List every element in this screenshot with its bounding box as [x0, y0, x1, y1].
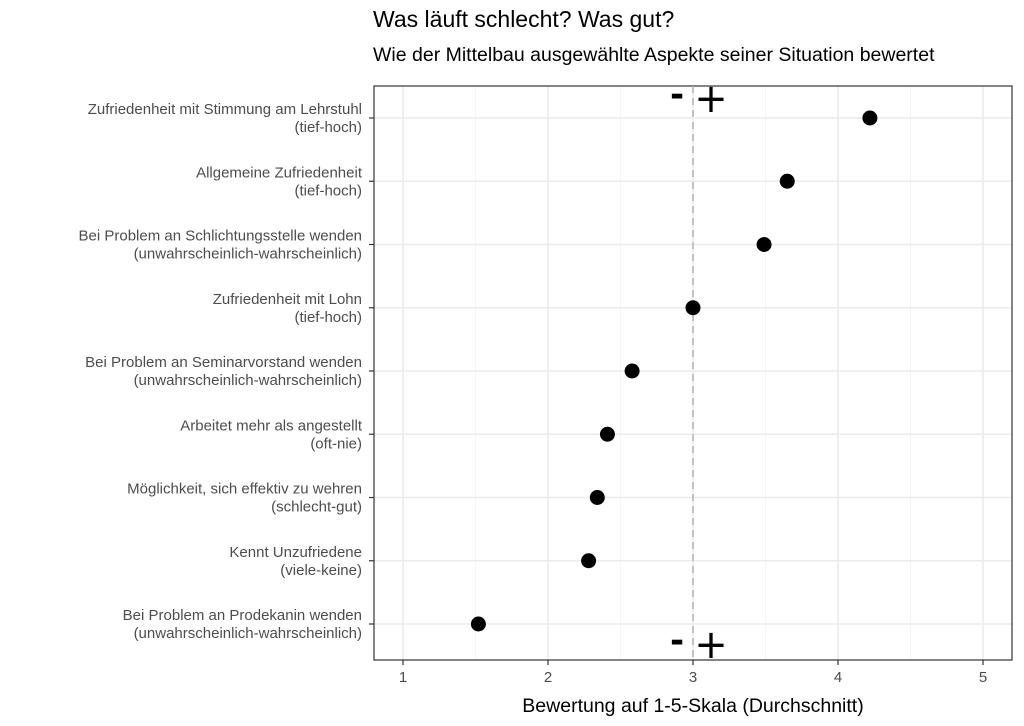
plus-marker: +	[694, 76, 728, 122]
category-scale-label: (tief-hoch)	[294, 119, 362, 136]
category-scale-label: (tief-hoch)	[294, 309, 362, 326]
category-label: Zufriedenheit mit Lohn	[213, 291, 362, 308]
x-tick-label: 2	[544, 669, 552, 686]
category-label: Arbeitet mehr als angestellt	[180, 417, 363, 434]
data-point	[685, 300, 701, 316]
minus-marker: -	[670, 621, 684, 661]
category-label: Allgemeine Zufriedenheit	[196, 164, 363, 181]
chart-subtitle: Wie der Mittelbau ausgewählte Aspekte se…	[373, 44, 935, 66]
category-label: Bei Problem an Schlichtungsstelle wenden	[79, 228, 363, 245]
category-label: Zufriedenheit mit Stimmung am Lehrstuhl	[88, 101, 362, 118]
plus-marker: +	[694, 622, 728, 668]
category-scale-label: (schlecht-gut)	[271, 499, 362, 516]
data-point	[589, 490, 605, 505]
category-labels: Zufriedenheit mit Stimmung am Lehrstuhl(…	[79, 101, 374, 642]
category-label: Kennt Unzufriedene	[229, 544, 362, 561]
category-label: Möglichkeit, sich effektiv zu wehren	[127, 481, 362, 498]
category-scale-label: (viele-keine)	[280, 562, 362, 579]
direction-markers: - +- +	[670, 75, 728, 668]
data-point	[756, 237, 772, 252]
data-point	[599, 426, 615, 442]
category-scale-label: (tief-hoch)	[294, 182, 362, 199]
category-scale-label: (unwahrscheinlich-wahrscheinlich)	[134, 372, 362, 389]
category-scale-label: (oft-nie)	[310, 435, 362, 452]
data-points	[470, 110, 878, 632]
category-label: Bei Problem an Prodekanin wenden	[123, 607, 362, 624]
x-tick-label: 5	[979, 669, 987, 686]
data-point	[862, 110, 878, 126]
x-axis-ticks: 1 2 3 4 5	[399, 660, 987, 686]
data-point	[624, 363, 640, 379]
minus-marker: -	[670, 75, 684, 115]
data-point	[581, 553, 597, 569]
chart-title: Was läuft schlecht? Was gut?	[373, 6, 675, 32]
category-scale-label: (unwahrscheinlich-wahrscheinlich)	[134, 246, 362, 263]
x-tick-label: 3	[689, 669, 697, 686]
x-axis-title: Bewertung auf 1-5-Skala (Durchschnitt)	[522, 695, 863, 717]
category-label: Bei Problem an Seminarvorstand wenden	[85, 354, 362, 371]
x-tick-label: 1	[399, 669, 407, 686]
data-point	[470, 616, 486, 632]
x-tick-label: 4	[834, 669, 842, 686]
category-scale-label: (unwahrscheinlich-wahrscheinlich)	[134, 625, 362, 642]
data-point	[779, 173, 795, 189]
